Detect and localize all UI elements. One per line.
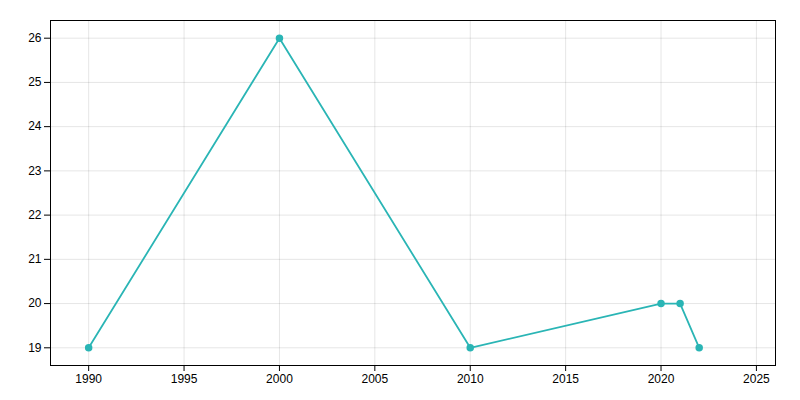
svg-text:26: 26 — [28, 31, 42, 45]
svg-text:2000: 2000 — [266, 372, 293, 386]
svg-text:24: 24 — [28, 119, 42, 133]
svg-text:1990: 1990 — [75, 372, 102, 386]
svg-text:2005: 2005 — [361, 372, 388, 386]
svg-text:22: 22 — [28, 208, 42, 222]
svg-text:1995: 1995 — [171, 372, 198, 386]
svg-text:2015: 2015 — [552, 372, 579, 386]
svg-text:2025: 2025 — [743, 372, 770, 386]
svg-text:2020: 2020 — [648, 372, 675, 386]
svg-text:20: 20 — [28, 296, 42, 310]
svg-text:21: 21 — [28, 252, 42, 266]
svg-text:19: 19 — [28, 341, 42, 355]
svg-text:23: 23 — [28, 164, 42, 178]
svg-text:25: 25 — [28, 75, 42, 89]
svg-text:2010: 2010 — [457, 372, 484, 386]
